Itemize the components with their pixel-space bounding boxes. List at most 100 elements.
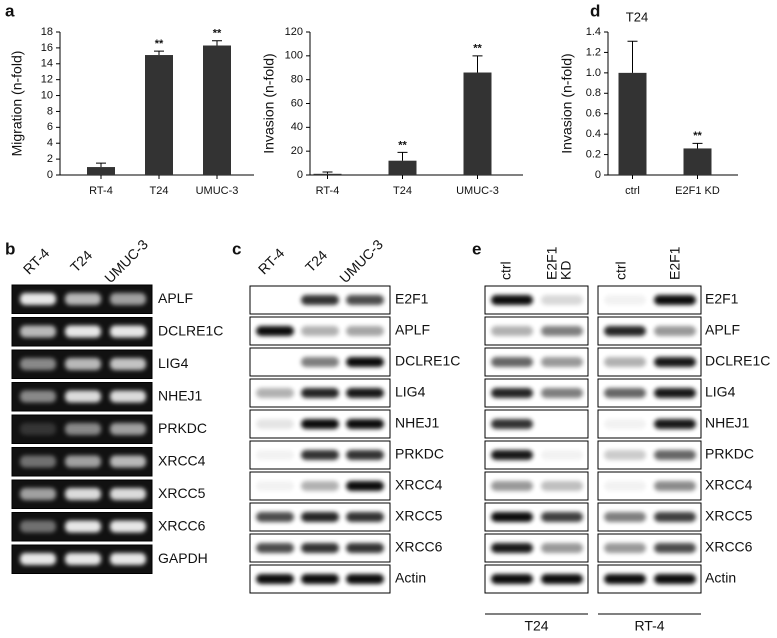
- gene-label: NHEJ1: [158, 387, 203, 403]
- gene-label: PRKDC: [158, 420, 207, 436]
- gene-label: LIG4: [158, 355, 189, 371]
- band: [65, 455, 101, 468]
- y-tick-label: 18: [41, 26, 53, 38]
- band: [20, 423, 56, 435]
- error-bar: [154, 50, 164, 56]
- protein-label: Actin: [705, 570, 736, 586]
- band: [20, 325, 56, 338]
- band: [346, 357, 384, 367]
- lane-label: RT-4: [255, 245, 288, 278]
- band: [65, 293, 101, 305]
- band: [110, 423, 146, 435]
- band: [654, 574, 696, 584]
- lane-label: E2F1: [544, 246, 560, 280]
- protein-label: XRCC5: [395, 508, 443, 524]
- band: [110, 520, 146, 533]
- band: [301, 512, 339, 522]
- band: [110, 325, 146, 338]
- band: [491, 450, 533, 460]
- protein-label: NHEJ1: [705, 415, 750, 431]
- bar: [145, 55, 173, 175]
- y-tick-label: 0: [297, 169, 303, 181]
- band: [491, 295, 533, 305]
- y-tick-label: 14: [41, 58, 53, 70]
- lane-label: T24: [302, 247, 331, 276]
- error-bar: [627, 40, 638, 73]
- x-tick-label: UMUC-3: [196, 185, 239, 197]
- error-bar: [322, 171, 333, 174]
- y-tick-label: 16: [41, 42, 53, 54]
- band: [110, 553, 146, 565]
- y-tick-label: 0: [47, 169, 53, 181]
- protein-label: E2F1: [395, 291, 429, 307]
- y-axis-label: Migration (n-fold): [9, 51, 25, 157]
- band: [541, 543, 583, 553]
- band: [20, 358, 56, 370]
- significance: **: [213, 28, 222, 40]
- y-tick-label: 4: [47, 137, 53, 149]
- band: [346, 326, 384, 336]
- protein-label: XRCC4: [395, 477, 443, 493]
- y-tick-label: 60: [291, 97, 303, 109]
- band: [346, 574, 384, 584]
- band: [346, 512, 384, 522]
- panel-letter: d: [590, 1, 600, 20]
- band: [301, 543, 339, 553]
- band: [301, 481, 339, 491]
- band: [654, 388, 696, 398]
- band: [301, 419, 339, 429]
- band: [604, 295, 646, 305]
- y-tick-label: 0.2: [586, 148, 601, 160]
- gene-label: DCLRE1C: [158, 322, 223, 338]
- band: [654, 481, 696, 491]
- group-label: T24: [524, 618, 548, 634]
- band: [301, 326, 339, 336]
- band: [541, 295, 583, 305]
- band: [491, 481, 533, 491]
- band: [541, 512, 583, 522]
- band: [604, 543, 646, 553]
- band: [541, 450, 583, 460]
- band: [256, 543, 294, 553]
- x-tick-label: RT-4: [316, 185, 340, 197]
- gene-label: APLF: [158, 290, 193, 306]
- band: [491, 357, 533, 367]
- band: [301, 388, 339, 398]
- bar: [683, 148, 712, 175]
- band: [604, 419, 646, 429]
- band: [20, 455, 56, 468]
- protein-label: Actin: [395, 570, 426, 586]
- protein-label: XRCC6: [395, 539, 443, 555]
- bar: [87, 167, 115, 175]
- band: [491, 326, 533, 336]
- band: [541, 574, 583, 584]
- y-tick-label: 0: [595, 169, 601, 181]
- panel-letter: c: [232, 239, 241, 258]
- protein-label: E2F1: [705, 291, 739, 307]
- protein-label: XRCC6: [705, 539, 753, 555]
- band: [346, 295, 384, 305]
- y-tick-label: 20: [291, 145, 303, 157]
- y-tick-label: 2: [47, 153, 53, 165]
- y-tick-label: 10: [41, 89, 53, 101]
- band: [256, 388, 294, 398]
- band: [541, 388, 583, 398]
- band: [654, 512, 696, 522]
- protein-label: XRCC5: [705, 508, 753, 524]
- x-tick-label: ctrl: [625, 185, 640, 197]
- panel-letter: a: [5, 1, 15, 20]
- chart-title: T24: [626, 9, 648, 24]
- band: [20, 553, 56, 565]
- band: [65, 520, 101, 533]
- y-tick-label: 100: [285, 50, 303, 62]
- band: [654, 450, 696, 460]
- protein-label: LIG4: [395, 384, 426, 400]
- band: [491, 543, 533, 553]
- band: [20, 390, 56, 403]
- protein-label: PRKDC: [395, 446, 444, 462]
- band: [20, 520, 56, 533]
- significance: **: [473, 43, 482, 55]
- protein-label: LIG4: [705, 384, 736, 400]
- significance: **: [155, 38, 164, 50]
